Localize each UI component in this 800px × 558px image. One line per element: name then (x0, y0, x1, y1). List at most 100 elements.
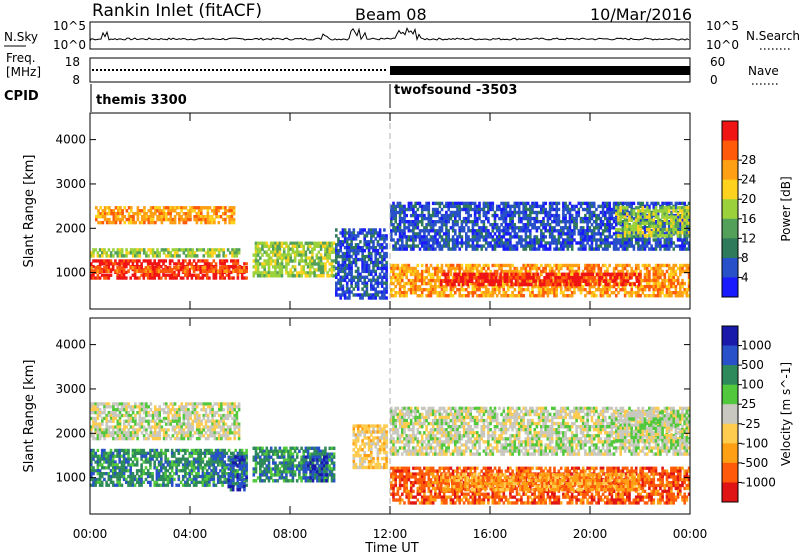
power-cell (525, 211, 528, 214)
power-cell (224, 221, 227, 224)
power-cell (615, 267, 618, 270)
power-cell (520, 226, 523, 229)
power-cell (403, 229, 406, 232)
power-cell (469, 214, 472, 217)
power-cell (363, 258, 366, 261)
velocity-cell (110, 478, 113, 481)
power-cell (608, 205, 611, 208)
power-cell (385, 296, 388, 299)
power-cell (461, 235, 464, 238)
power-cell (679, 234, 682, 238)
power-cell (236, 254, 239, 257)
power-cell (606, 238, 609, 241)
power-cell (558, 214, 561, 217)
power-cell (445, 235, 448, 238)
colorbar-swatch (722, 160, 738, 180)
power-cell (441, 247, 444, 250)
power-cell (540, 229, 543, 232)
power-cell (527, 226, 530, 229)
power-cell (193, 259, 196, 262)
power-cell (580, 291, 583, 294)
power-cell (675, 264, 678, 267)
power-cell (324, 262, 327, 265)
power-cell (436, 238, 439, 241)
power-cell (520, 217, 523, 220)
power-cell (353, 287, 356, 290)
power-cell (672, 267, 675, 270)
power-cell (350, 267, 353, 270)
power-cell (428, 270, 431, 273)
power-cell (668, 231, 671, 235)
freq-label-line1: Freq. (6, 51, 36, 65)
power-cell (608, 288, 611, 291)
power-cell (215, 212, 218, 215)
power-cell (152, 218, 155, 221)
power-cell (119, 206, 122, 209)
power-cell (486, 276, 489, 280)
power-cell (614, 279, 617, 283)
power-cell (281, 271, 284, 274)
power-cell (467, 211, 470, 214)
power-cell (344, 270, 347, 273)
power-cell (307, 248, 310, 251)
colorbar-label: Power [dB] (779, 176, 793, 241)
power-cell (509, 208, 512, 211)
power-cell (498, 288, 501, 291)
power-cell (485, 285, 488, 288)
power-cell (441, 264, 444, 267)
power-cell (535, 279, 538, 283)
power-cell (560, 235, 563, 238)
power-cell (403, 285, 406, 288)
power-cell (447, 229, 450, 232)
velocity-cell (114, 460, 117, 463)
velocity-cell (132, 460, 135, 463)
power-cell (619, 234, 622, 238)
power-cell (363, 279, 366, 282)
power-cell (253, 274, 256, 277)
power-cell (189, 215, 192, 218)
power-cell (121, 251, 124, 254)
power-cell (478, 217, 481, 220)
power-cell (494, 232, 497, 235)
power-cell (331, 271, 334, 274)
power-cell (167, 248, 170, 251)
power-cell (578, 267, 581, 270)
power-cell (346, 282, 349, 285)
power-cell (289, 268, 292, 271)
velocity-cell (112, 481, 115, 484)
power-cell (492, 208, 495, 211)
power-cell (118, 269, 121, 273)
power-cell (655, 247, 658, 250)
power-cell (582, 226, 585, 229)
power-cell (178, 221, 181, 224)
velocity-cell (132, 472, 135, 475)
power-cell (494, 291, 497, 294)
power-cell (408, 220, 411, 223)
power-cell (204, 266, 207, 270)
power-cell (595, 223, 598, 226)
power-cell (221, 266, 224, 270)
power-cell (544, 202, 547, 205)
power-cell (679, 288, 682, 291)
power-cell (677, 222, 680, 226)
power-cell (281, 245, 284, 248)
power-cell (363, 237, 366, 240)
power-cell (348, 258, 351, 261)
power-cell (287, 262, 290, 265)
power-cell (520, 238, 523, 241)
power-cell (630, 205, 633, 208)
power-cell (550, 279, 553, 283)
power-cell (670, 202, 673, 205)
power-cell (218, 254, 221, 257)
power-cell (582, 285, 585, 288)
power-cell (677, 225, 680, 229)
power-cell (368, 249, 371, 252)
power-cell (257, 253, 260, 256)
power-cell (412, 229, 415, 232)
power-cell (478, 214, 481, 217)
power-cell (529, 229, 532, 232)
power-cell (414, 205, 417, 208)
power-cell (498, 291, 501, 294)
power-cell (441, 202, 444, 205)
power-cell (207, 212, 210, 215)
